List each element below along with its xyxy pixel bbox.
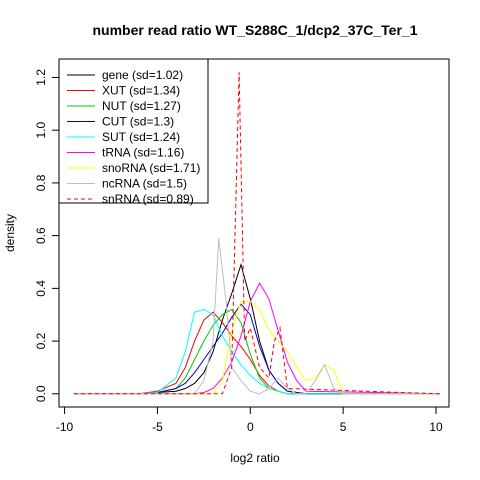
legend-entry-1: gene (sd=1.02) <box>102 68 183 82</box>
y-axis-label: density <box>3 214 17 252</box>
x-axis: -10 -5 0 5 10 <box>56 406 443 434</box>
x-tick-label: 0 <box>247 420 254 434</box>
legend-entry-4: CUT (sd=1.3) <box>102 115 174 129</box>
legend-entry-9: snRNA (sd=0.89) <box>102 192 194 206</box>
y-axis: 0.0 0.2 0.4 0.6 0.8 1.0 1.2 <box>34 69 60 402</box>
series-line-5 <box>73 308 440 395</box>
series-line-6 <box>73 282 440 395</box>
legend-entry-5: SUT (sd=1.24) <box>102 130 180 144</box>
x-tick-label: -5 <box>152 420 163 434</box>
y-tick-label: 0.2 <box>34 332 48 349</box>
x-tick-label: 10 <box>429 420 443 434</box>
y-tick-label: 1.0 <box>34 122 48 139</box>
legend: gene (sd=1.02) XUT (sd=1.34)NUT (sd=1.27)… <box>58 58 209 206</box>
series-layer <box>73 72 440 395</box>
series-line-8 <box>73 238 440 395</box>
y-tick-label: 0.8 <box>34 174 48 191</box>
series-line-1 <box>73 262 440 395</box>
legend-entry-2: XUT (sd=1.34) <box>102 84 180 98</box>
chart-title: number read ratio WT_S288C_1/dcp2_37C_Te… <box>93 22 418 38</box>
x-tick-label: 5 <box>340 420 347 434</box>
y-tick-label: 0.4 <box>34 280 48 297</box>
legend-entry-8: ncRNA (sd=1.5) <box>102 177 187 191</box>
x-axis-label: log2 ratio <box>230 451 280 465</box>
series-line-4 <box>73 303 440 395</box>
series-line-9 <box>73 72 440 395</box>
x-tick-label: -10 <box>56 420 74 434</box>
y-tick-label: 0.0 <box>34 385 48 402</box>
y-tick-label: 0.6 <box>34 227 48 244</box>
legend-entry-3: NUT (sd=1.27) <box>102 99 181 113</box>
legend-entry-7: snoRNA (sd=1.71) <box>102 161 200 175</box>
legend-entry-6: tRNA (sd=1.16) <box>102 146 184 160</box>
series-line-7 <box>73 301 440 395</box>
legend-box <box>58 58 209 204</box>
y-tick-label: 1.2 <box>34 69 48 86</box>
